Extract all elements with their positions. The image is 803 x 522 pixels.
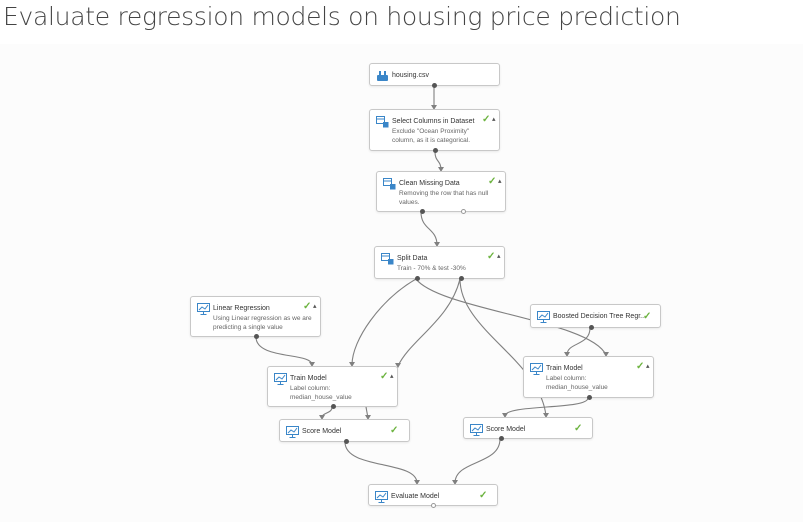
- node-clean-missing-data[interactable]: Clean Missing Data Removing the row that…: [376, 171, 506, 214]
- output-port[interactable]: [461, 209, 466, 214]
- node-title: Split Data: [397, 255, 428, 262]
- node-title: Clean Missing Data: [399, 180, 460, 187]
- node-title: Select Columns in Dataset: [392, 118, 475, 125]
- node-description: Label column: median_house_value: [546, 375, 608, 391]
- model-icon: [197, 303, 210, 315]
- node-description: Label column: median_house_value: [290, 385, 352, 401]
- node-title: Score Model: [302, 428, 342, 435]
- model-icon: [375, 491, 388, 503]
- success-check-icon: ✓: [487, 251, 496, 262]
- collapse-caret-icon[interactable]: ▴: [498, 178, 502, 185]
- node-description: Using Linear regression as we are predic…: [213, 315, 312, 331]
- collapse-caret-icon[interactable]: ▴: [497, 253, 501, 260]
- node-description: Removing the row that has null values.: [399, 190, 489, 206]
- node-boosted-decision-tree[interactable]: Boosted Decision Tree Regr... ✓: [530, 304, 661, 330]
- output-port[interactable]: [587, 395, 592, 400]
- collapse-caret-icon[interactable]: ▴: [390, 373, 394, 380]
- model-icon: [470, 424, 483, 436]
- node-title: housing.csv: [392, 72, 429, 79]
- collapse-caret-icon[interactable]: ▴: [313, 303, 317, 310]
- success-check-icon: ✓: [482, 114, 491, 125]
- page-title: Evaluate regression models on housing pr…: [3, 2, 681, 31]
- node-description: Exclude "Ocean Proximity" column, as it …: [392, 128, 471, 144]
- node-title: Linear Regression: [213, 305, 270, 312]
- model-icon: [530, 363, 543, 375]
- node-title: Train Model: [290, 375, 327, 382]
- node-split-data[interactable]: Split Data Train - 70% & test -30% ✓ ▴: [374, 246, 505, 281]
- node-select-columns[interactable]: Select Columns in Dataset Exclude "Ocean…: [369, 109, 500, 153]
- node-title: Score Model: [486, 426, 526, 433]
- model-icon: [286, 426, 299, 438]
- success-check-icon: ✓: [479, 490, 488, 501]
- collapse-caret-icon[interactable]: ▴: [646, 363, 650, 370]
- output-port[interactable]: [433, 148, 438, 153]
- node-linear-regression[interactable]: Linear Regression Using Linear regressio…: [190, 296, 321, 339]
- output-port[interactable]: [432, 83, 437, 88]
- node-title: Train Model: [546, 365, 583, 372]
- output-port[interactable]: [499, 436, 504, 441]
- module-icon: [381, 253, 394, 265]
- node-score-model-1[interactable]: Score Model ✓: [279, 419, 410, 444]
- node-train-model-2[interactable]: Train Model Label column: median_house_v…: [523, 356, 654, 400]
- success-check-icon: ✓: [390, 425, 399, 436]
- success-check-icon: ✓: [380, 371, 389, 382]
- module-icon: [376, 116, 389, 128]
- node-description: Train - 70% & test -30%: [397, 265, 466, 272]
- success-check-icon: ✓: [303, 301, 312, 312]
- model-icon: [274, 373, 287, 385]
- output-port[interactable]: [344, 439, 349, 444]
- model-icon: [537, 311, 550, 323]
- node-train-model-1[interactable]: Train Model Label column: median_house_v…: [267, 366, 398, 409]
- node-title: Boosted Decision Tree Regr...: [553, 313, 646, 320]
- node-housing-csv[interactable]: housing.csv: [369, 63, 500, 88]
- output-port[interactable]: [420, 209, 425, 214]
- success-check-icon: ✓: [643, 311, 652, 322]
- success-check-icon: ✓: [636, 361, 645, 372]
- success-check-icon: ✓: [574, 423, 583, 434]
- success-check-icon: ✓: [488, 176, 497, 187]
- node-score-model-2[interactable]: Score Model ✓: [463, 417, 593, 441]
- collapse-caret-icon[interactable]: ▴: [492, 116, 496, 123]
- output-port[interactable]: [431, 503, 436, 508]
- node-title: Evaluate Model: [391, 493, 440, 500]
- output-port[interactable]: [254, 334, 259, 339]
- node-evaluate-model[interactable]: Evaluate Model ✓: [368, 484, 498, 508]
- output-port[interactable]: [459, 276, 464, 281]
- dataset-icon: [377, 71, 388, 81]
- output-port[interactable]: [331, 404, 336, 409]
- output-port[interactable]: [589, 325, 594, 330]
- module-icon: [383, 178, 396, 190]
- output-port[interactable]: [415, 276, 420, 281]
